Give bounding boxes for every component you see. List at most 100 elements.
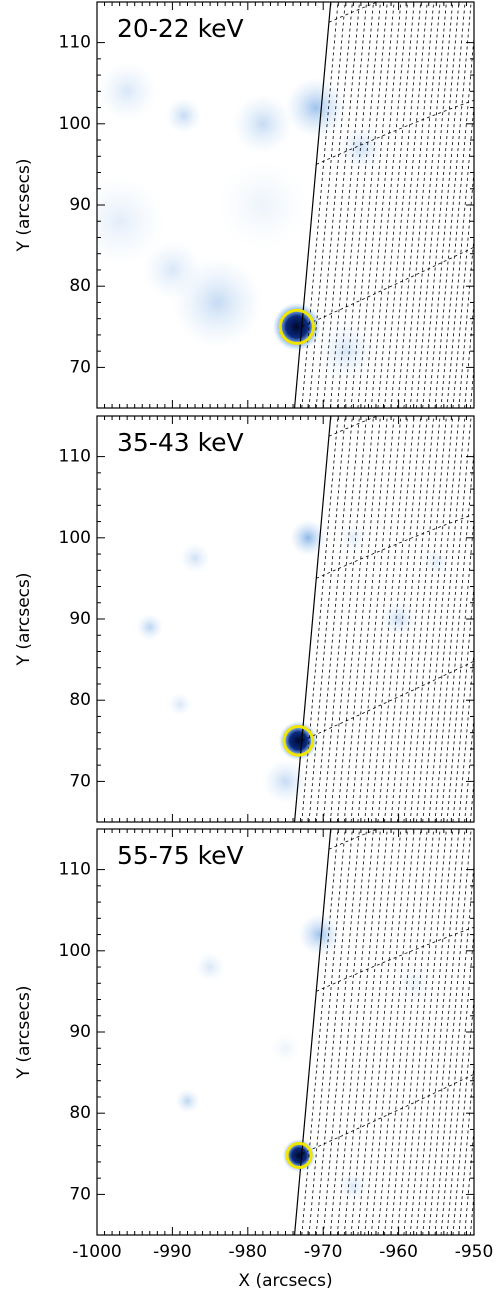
- grid-line: [329, 2, 367, 408]
- grid-line: [350, 829, 388, 1235]
- grid-line: [370, 2, 408, 408]
- grid-line: [301, 829, 339, 1235]
- grid-line: [343, 416, 381, 822]
- x-axis-label: X (arcsecs): [238, 1271, 332, 1291]
- source: [232, 93, 294, 154]
- grid-line: [377, 2, 415, 408]
- y-tick-label: 90: [69, 195, 91, 215]
- grid-line: [458, 1059, 474, 1235]
- y-tick-label: 100: [59, 114, 91, 134]
- source-circle: [278, 308, 315, 345]
- grid-line: [329, 416, 367, 822]
- grid-line: [316, 926, 474, 992]
- grid-line: [364, 416, 402, 822]
- y-axis-label: Y (arcsecs): [14, 573, 34, 667]
- grid-line: [476, 2, 496, 408]
- y-tick-label: 100: [59, 941, 91, 961]
- grid-line: [315, 416, 353, 822]
- grid-line: [301, 1073, 474, 1155]
- grid-line: [482, 2, 496, 408]
- y-tick-label: 70: [69, 771, 91, 791]
- x-tick-label: -1000: [72, 1242, 121, 1262]
- source: [175, 1088, 200, 1114]
- y-tick-label: 70: [69, 357, 91, 377]
- grid-line: [416, 829, 454, 1235]
- grid-line: [370, 416, 408, 822]
- grid-line: [397, 2, 435, 408]
- grid-line: [409, 416, 447, 822]
- source: [380, 600, 417, 638]
- grid-line: [476, 416, 496, 822]
- x-tick-label: -970: [304, 1242, 343, 1262]
- grid-line: [440, 447, 474, 822]
- grid-line: [434, 829, 472, 1235]
- source: [179, 543, 211, 574]
- panel: [97, 416, 496, 822]
- source: [136, 613, 164, 641]
- grid-line: [464, 1125, 474, 1235]
- grid-line: [370, 829, 408, 1235]
- grid-line: [403, 829, 441, 1235]
- y-tick-label: 80: [69, 1103, 91, 1123]
- grid-line: [428, 2, 466, 408]
- grid-line: [390, 829, 428, 1235]
- source: [217, 159, 309, 251]
- grid-line: [416, 2, 454, 408]
- grid-line: [329, 829, 367, 1235]
- grid-line: [336, 416, 374, 822]
- x-tick-label: -960: [379, 1242, 418, 1262]
- grid-line: [384, 2, 422, 408]
- grid-line: [422, 829, 460, 1235]
- source: [97, 61, 158, 122]
- y-tick-label: 110: [59, 447, 91, 467]
- grid-line: [403, 416, 441, 822]
- panel-label: 55-75 keV: [117, 841, 244, 870]
- y-tick-label: 80: [69, 690, 91, 710]
- grid-line: [434, 416, 472, 822]
- y-tick-label: 80: [69, 276, 91, 296]
- panel-label: 20-22 keV: [117, 14, 244, 43]
- grid-line: [440, 33, 474, 408]
- grid-line: [322, 416, 360, 822]
- grid-line: [446, 927, 474, 1235]
- grid-line: [301, 660, 474, 742]
- source: [298, 913, 341, 956]
- grid-line: [416, 416, 454, 822]
- grid-line: [336, 2, 374, 408]
- grid-line: [397, 416, 435, 822]
- panel: [97, 829, 496, 1235]
- y-axis-label: Y (arcsecs): [14, 986, 34, 1080]
- y-tick-label: 90: [69, 1022, 91, 1042]
- y-tick-label: 90: [69, 609, 91, 629]
- grid-line: [308, 829, 346, 1235]
- panel-label: 35-43 keV: [117, 428, 244, 457]
- y-tick-label: 100: [59, 528, 91, 548]
- y-axis-label: Y (arcsecs): [14, 159, 34, 253]
- grid-line: [322, 829, 360, 1235]
- source: [338, 125, 384, 171]
- grid-line: [308, 416, 346, 822]
- source: [315, 321, 376, 382]
- source: [285, 77, 346, 138]
- source: [195, 951, 226, 983]
- grid-line: [357, 2, 395, 408]
- source-circle: [282, 724, 315, 757]
- grid-line: [409, 829, 447, 1235]
- grid-line: [301, 416, 339, 822]
- panel-bg: [97, 829, 474, 1235]
- grid-line: [428, 829, 466, 1235]
- grid-line: [350, 416, 388, 822]
- grid-line: [476, 829, 496, 1235]
- grid-line: [315, 2, 353, 408]
- source: [142, 239, 203, 301]
- source: [270, 1033, 301, 1064]
- grid-line: [409, 2, 447, 408]
- grid-line: [322, 2, 360, 408]
- x-tick-label: -950: [455, 1242, 494, 1262]
- grid-line: [301, 246, 474, 328]
- grid-line: [452, 167, 474, 408]
- grid-line: [316, 99, 474, 165]
- grid-line: [440, 860, 474, 1235]
- grid-line: [308, 2, 346, 408]
